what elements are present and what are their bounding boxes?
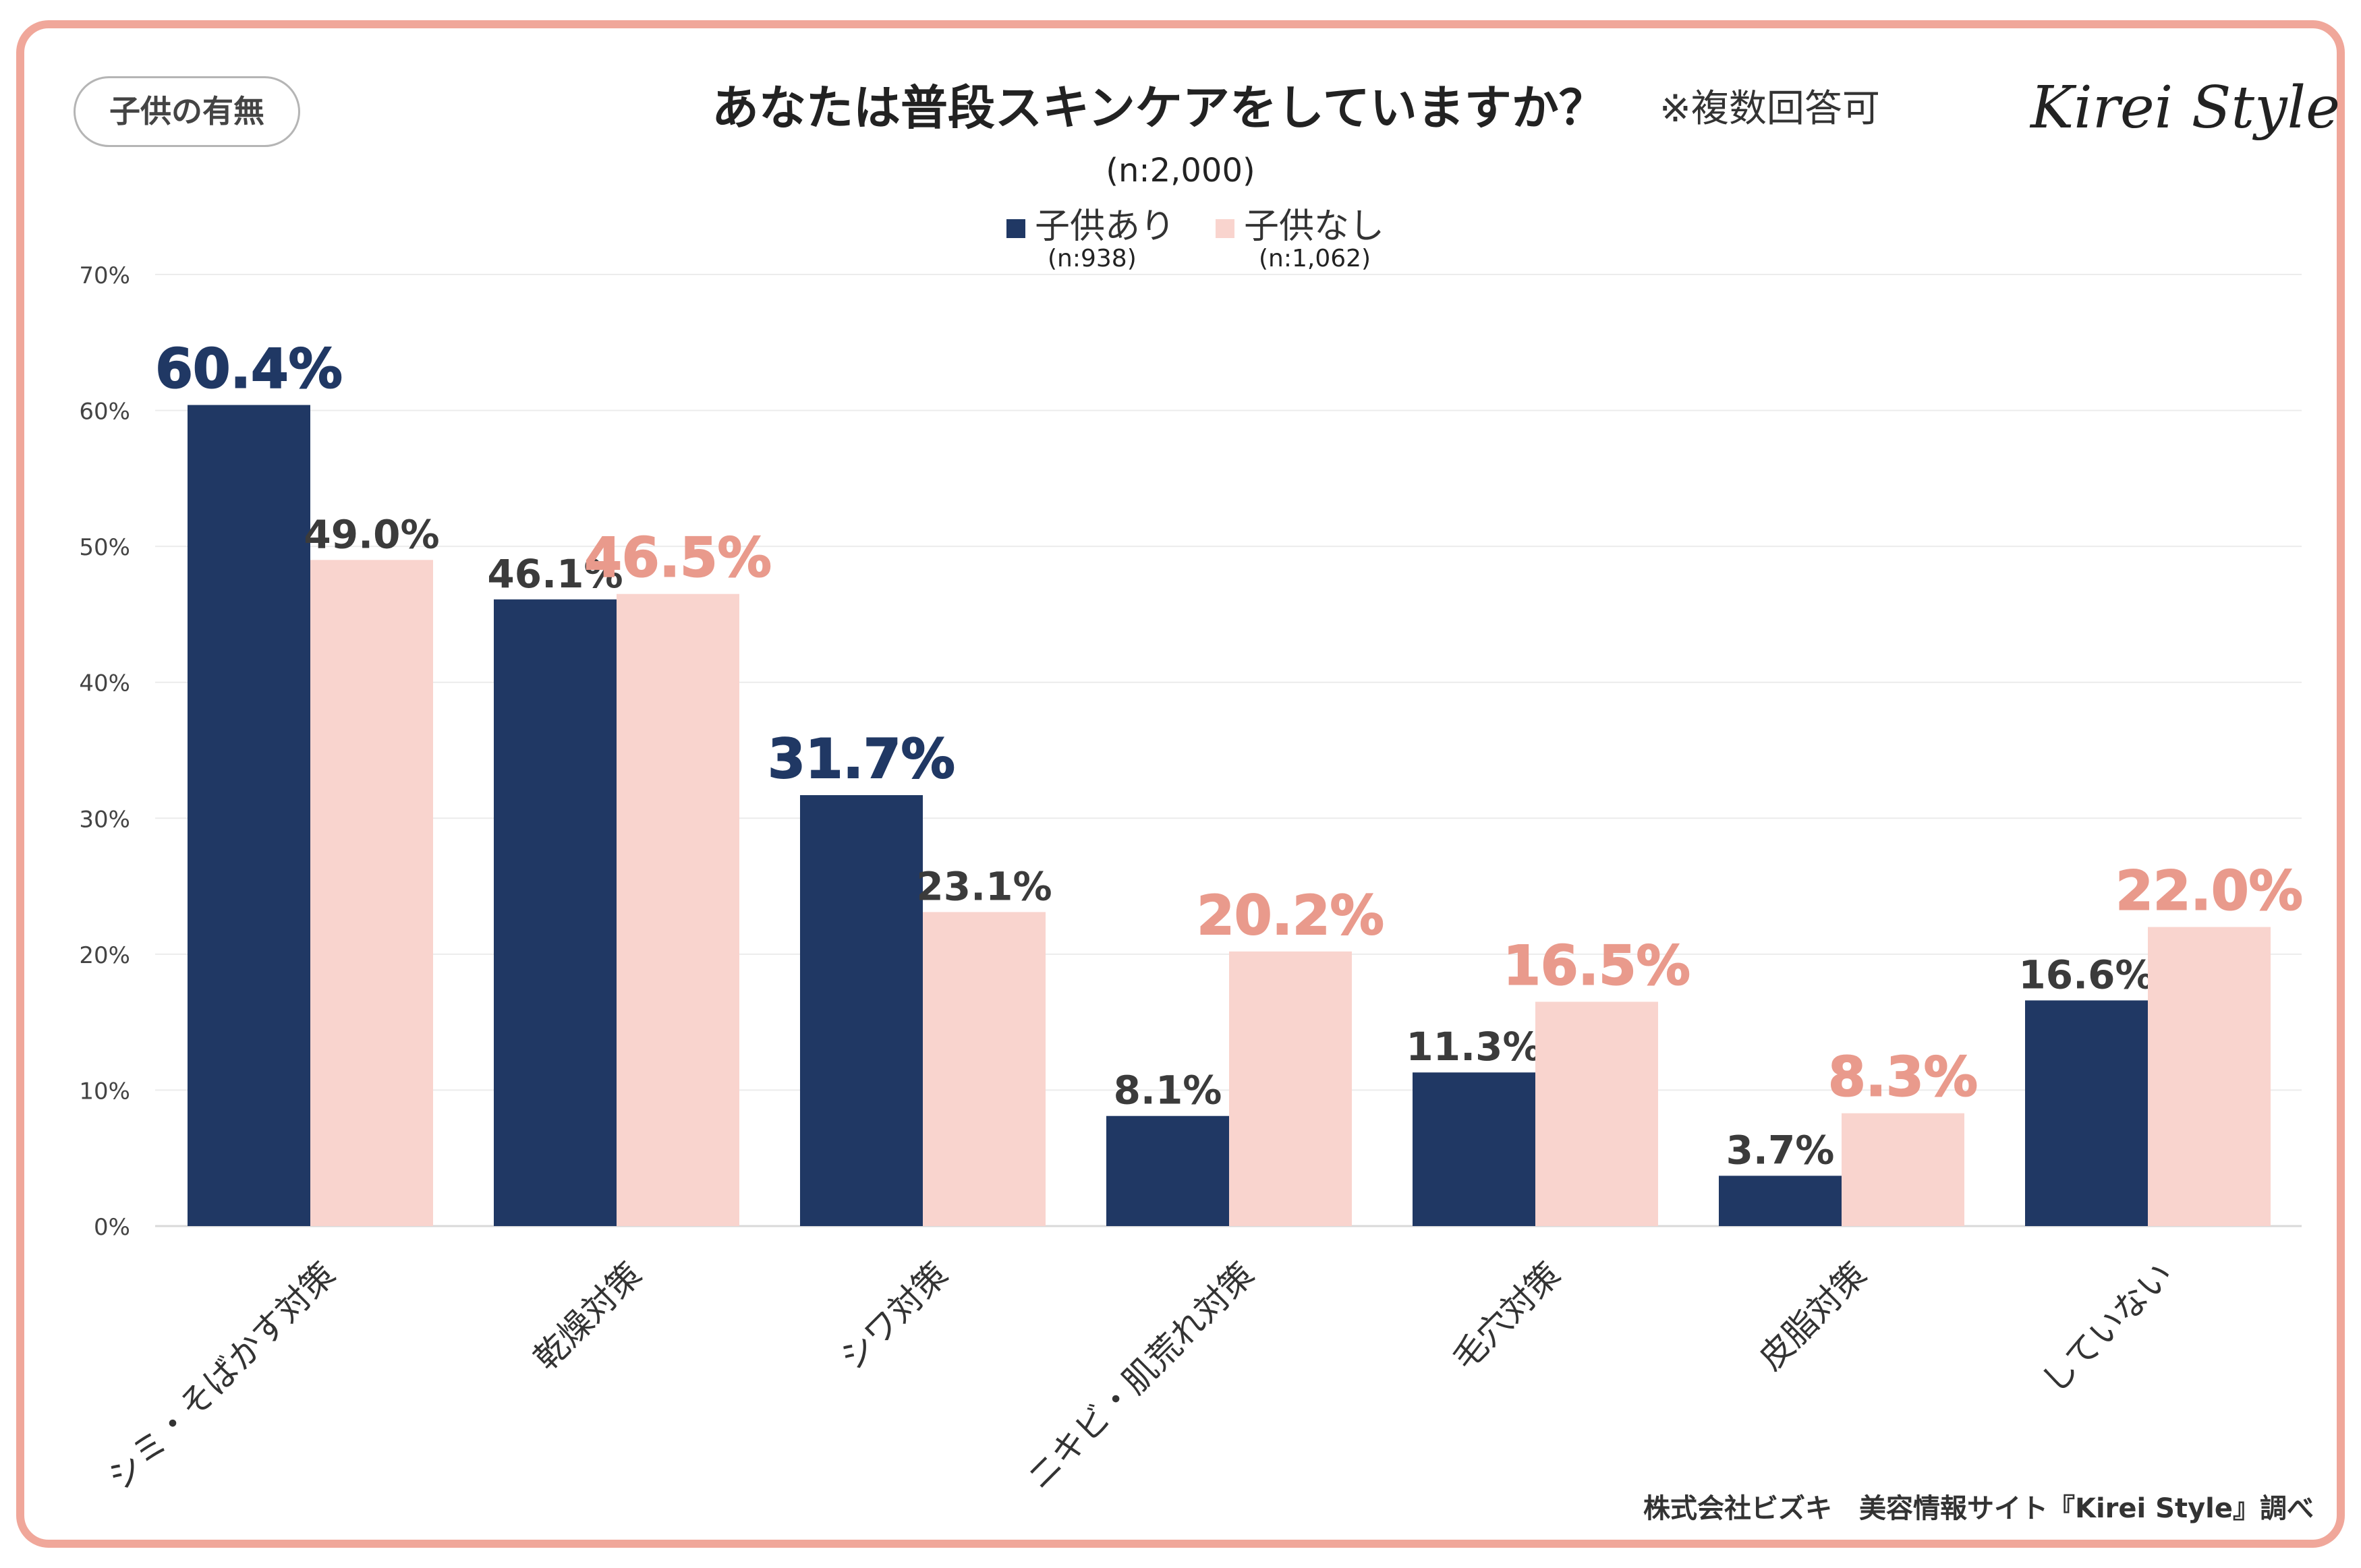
data-label: 46.1%: [487, 551, 623, 597]
data-label: 46.5%: [584, 527, 772, 589]
legend-label-with-children: 子供あり: [1035, 206, 1176, 247]
legend-label-without-children: 子供なし: [1244, 206, 1385, 247]
brand-logo: Kirei Style: [2030, 74, 2341, 142]
y-tick-label: 20%: [79, 942, 130, 969]
data-label: 11.3%: [1406, 1024, 1541, 1070]
bar: [1719, 1175, 1842, 1226]
category-tag: 子供の有無: [74, 76, 300, 147]
x-category-label: 毛穴対策: [1445, 1254, 1568, 1377]
sample-size: (n:2,000): [1106, 152, 1255, 190]
y-tick-label: 50%: [79, 534, 130, 561]
bar: [310, 560, 433, 1226]
legend-n-without-children: (n:1,062): [1259, 245, 1371, 272]
data-label: 60.4%: [155, 338, 343, 401]
data-label: 16.6%: [2018, 952, 2154, 997]
data-label: 3.7%: [1726, 1127, 1835, 1173]
bar: [1842, 1113, 1964, 1226]
y-tick-label: 60%: [79, 399, 130, 426]
multiple-answer-note: ※複数回答可: [1659, 87, 1880, 131]
data-label: 31.7%: [768, 728, 955, 790]
data-label: 20.2%: [1197, 884, 1384, 947]
bar: [2025, 1000, 2148, 1226]
bar: [800, 795, 923, 1226]
bar: [2148, 927, 2271, 1226]
legend-swatch-without-children: [1216, 219, 1234, 238]
legend-n-with-children: (n:938): [1048, 245, 1137, 272]
y-tick-label: 40%: [79, 670, 130, 697]
bar: [1106, 1115, 1229, 1226]
x-category-label: シワ対策: [832, 1254, 955, 1377]
data-label: 16.5%: [1503, 934, 1690, 997]
chart-title: あなたは普段スキンケアをしていますか？: [712, 80, 1606, 136]
bar: [188, 405, 310, 1226]
source-credit: 株式会社ビズキ 美容情報サイト『Kirei Style』調べ: [1643, 1493, 2314, 1524]
data-label: 8.1%: [1114, 1068, 1222, 1113]
bar: [1229, 951, 1352, 1226]
data-label: 8.3%: [1828, 1046, 1978, 1109]
y-tick-label: 0%: [94, 1214, 130, 1241]
x-category-label: 乾燥対策: [526, 1254, 649, 1377]
data-label: 22.0%: [2115, 860, 2303, 923]
bar: [923, 912, 1046, 1226]
data-label: 23.1%: [916, 863, 1052, 909]
x-category-label: していない: [2035, 1254, 2181, 1401]
y-tick-label: 30%: [79, 806, 130, 833]
bar: [1535, 1001, 1658, 1226]
x-category-label: シミ・そばかす対策: [101, 1254, 343, 1497]
bar: [617, 593, 739, 1226]
data-label: 49.0%: [304, 511, 439, 557]
bar: [494, 599, 617, 1226]
bar: [1413, 1072, 1535, 1226]
legend-swatch-with-children: [1006, 219, 1025, 238]
x-category-label: ニキビ・肌荒れ対策: [1019, 1254, 1261, 1497]
x-category-label: 皮脂対策: [1751, 1254, 1874, 1377]
y-tick-label: 70%: [79, 262, 130, 289]
y-tick-label: 10%: [79, 1078, 130, 1105]
